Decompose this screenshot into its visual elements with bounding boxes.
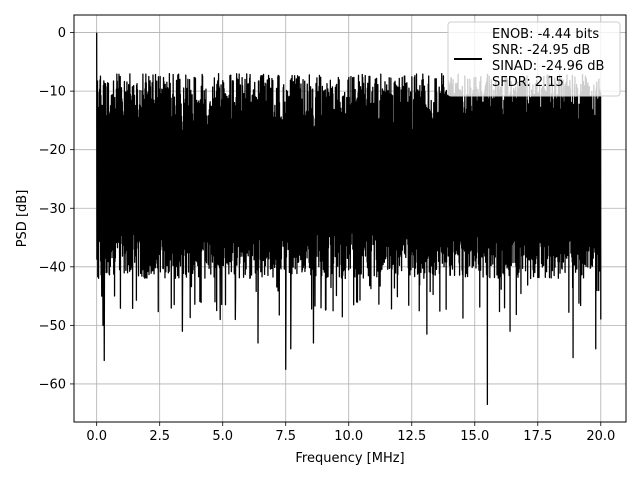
y-tick-label: 0 (58, 26, 66, 41)
series-layer (96, 32, 602, 406)
x-tick-label: 5.0 (212, 429, 233, 444)
y-tick-label: −20 (39, 143, 66, 158)
x-tick-label: 15.0 (460, 429, 489, 444)
y-axis-ticks: 0 −10 −20 −30 −40 −50 −60 (39, 26, 74, 392)
x-tick-label: 20.0 (586, 429, 615, 444)
x-tick-label: 17.5 (523, 429, 552, 444)
y-tick-label: −30 (39, 202, 66, 217)
legend-line-2: SNR: -24.95 dB (492, 43, 590, 58)
y-tick-label: −40 (39, 260, 66, 275)
psd-series-line (96, 32, 602, 406)
x-tick-label: 0.0 (86, 429, 107, 444)
x-tick-label: 2.5 (149, 429, 170, 444)
legend: ENOB: -4.44 bits SNR: -24.95 dB SINAD: -… (447, 21, 621, 97)
x-axis-label: Frequency [MHz] (295, 451, 404, 466)
x-tick-label: 12.5 (397, 429, 426, 444)
axes-frame (73, 14, 627, 423)
x-tick-label: 7.5 (275, 429, 296, 444)
x-tick-label: 10.0 (334, 429, 363, 444)
x-axis-ticks: 0.0 2.5 5.0 7.5 10.0 12.5 15.0 17.5 20.0 (86, 422, 615, 444)
legend-line-1: ENOB: -4.44 bits (492, 27, 599, 42)
y-axis-label: PSD [dB] (15, 190, 30, 248)
legend-line-4: SFDR: 2.15 (492, 75, 564, 90)
legend-line-3: SINAD: -24.96 dB (492, 59, 604, 74)
y-tick-label: −10 (39, 85, 66, 100)
y-tick-label: −60 (39, 377, 66, 392)
legend-box (447, 21, 621, 97)
y-tick-label: −50 (39, 319, 66, 334)
